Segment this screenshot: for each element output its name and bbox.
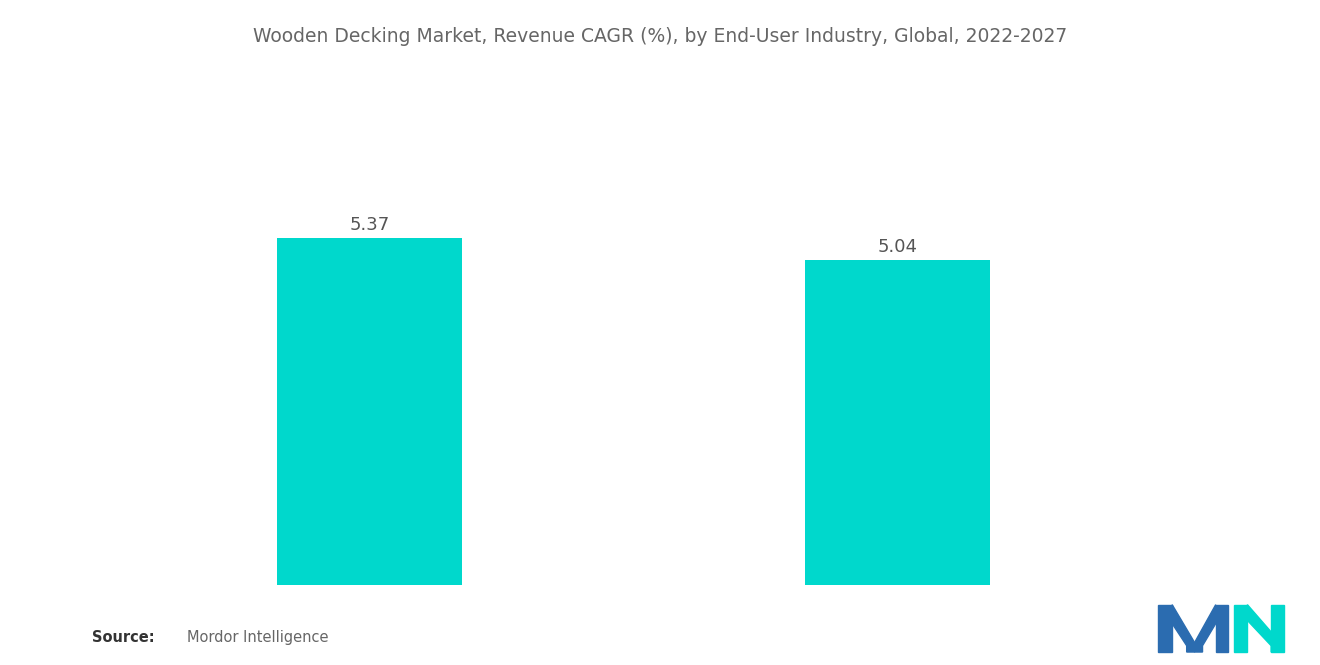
Polygon shape: [1216, 604, 1228, 652]
Polygon shape: [1234, 604, 1247, 652]
Bar: [805, 259, 990, 585]
Polygon shape: [1158, 604, 1172, 652]
Polygon shape: [1195, 604, 1216, 652]
Polygon shape: [1271, 604, 1284, 652]
Text: Source:: Source:: [92, 630, 154, 645]
Polygon shape: [1247, 604, 1280, 652]
Text: Mordor Intelligence: Mordor Intelligence: [187, 630, 329, 645]
Polygon shape: [1172, 604, 1195, 652]
Bar: [277, 238, 462, 585]
Text: Wooden Decking Market, Revenue CAGR (%), by End-User Industry, Global, 2022-2027: Wooden Decking Market, Revenue CAGR (%),…: [253, 27, 1067, 46]
Text: 5.04: 5.04: [878, 238, 917, 256]
Text: 5.37: 5.37: [350, 216, 389, 235]
